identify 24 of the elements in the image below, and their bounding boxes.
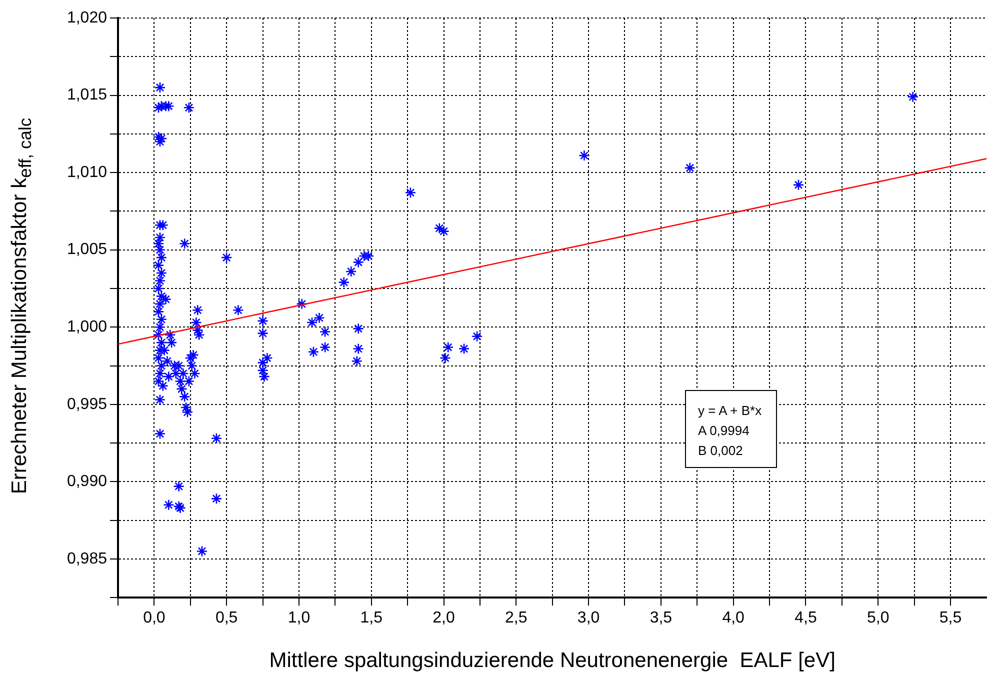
y-tick-label: 1,020 (66, 9, 108, 26)
x-tick-label: 0,0 (143, 610, 166, 627)
y-tick-label: 1,015 (66, 86, 108, 104)
annotation: y = A + B*x (698, 402, 762, 420)
y-tick-label: 0,985 (66, 550, 108, 568)
x-tick-label: 2,5 (505, 610, 528, 627)
x-tick-label: 5,0 (866, 610, 890, 627)
x-tick-label: 4,5 (794, 610, 817, 627)
x-tick-label: 3,5 (650, 610, 672, 627)
x-axis-title: Mittlere spaltungsinduzierende Neutronenenergie EALF [eV] (269, 649, 836, 672)
annotation: B 0,002 (698, 442, 744, 460)
y-tick-label: 1,010 (66, 164, 108, 181)
y-tick-label: 0,990 (66, 473, 108, 490)
x-tick-label: 1,5 (360, 610, 383, 627)
annotation: A 0,9994 (698, 422, 750, 440)
x-tick-label: 5,5 (939, 610, 962, 627)
x-tick-label: 0,5 (215, 610, 238, 627)
x-tick-label: 3,0 (577, 610, 600, 627)
y-tick-label: 0,995 (66, 396, 108, 413)
x-tick-label: 1,0 (288, 610, 310, 627)
y-tick-label: 1,000 (66, 318, 108, 336)
x-tick-label: 4,0 (722, 610, 745, 627)
x-tick-label: 2,0 (432, 610, 455, 627)
y-tick-label: 1,005 (66, 241, 108, 258)
